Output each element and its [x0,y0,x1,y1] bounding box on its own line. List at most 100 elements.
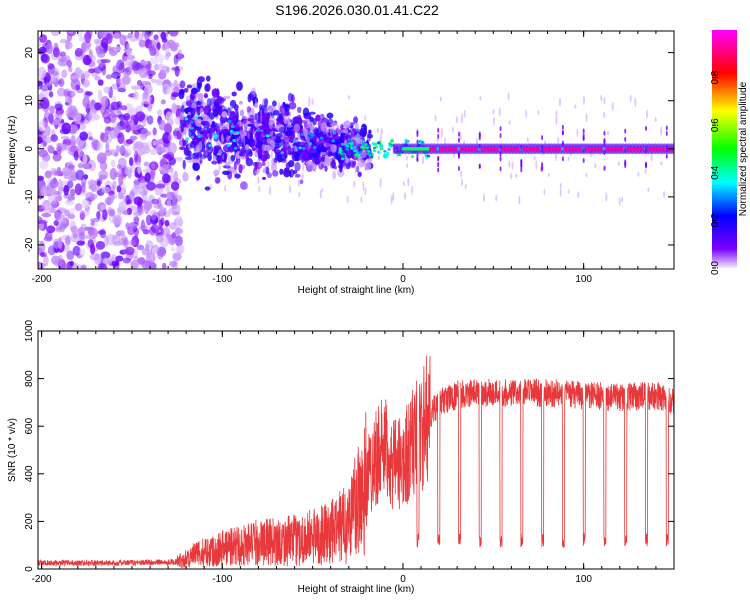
spectrogram-cell [101,97,109,108]
spectrogram-cell [339,133,345,143]
spectrogram-cell [102,208,108,221]
spectrogram-cell [222,170,230,175]
spectrogram-cell [58,79,63,85]
spectrogram-cell [58,78,65,87]
snr-x-tick-label: 0 [400,574,406,585]
spectrogram-cell [192,137,199,147]
spectrogram-cell [183,87,189,93]
spectrogram-cell [127,32,133,39]
spectrogram-cell [457,137,460,143]
spectrogram-cell [520,144,523,150]
spectrogram-cell [151,246,157,255]
spectrogram-cell [355,165,360,173]
spectrogram-cell [57,254,64,267]
spectrogram-cell [113,260,120,269]
spectrogram-cell [104,196,114,205]
spectrogram-cell [48,113,55,124]
spectrogram-cell [207,153,212,162]
spectrogram-cell [230,154,236,162]
spectrogram-cell [294,161,301,172]
spectrogram-cell [311,98,314,106]
spectrogram-cell [618,197,621,206]
spectrogram-cell [160,193,168,198]
spectrogram-cell [66,59,72,68]
spectrogram-cell [267,107,272,112]
spectrogram-cell [621,196,624,203]
spectrogram-cell [105,74,113,80]
colorbar-tick-label: 0.2 [710,213,721,227]
spectrogram-cell [106,126,115,131]
spectrogram-cell [288,159,295,168]
spectrogram-cell [235,163,238,170]
spectrogram-cell [520,167,523,173]
spectrogram-y-label: Frequency (Hz) [7,116,18,185]
spectrogram-cell [179,88,185,95]
spectrogram-cell [177,243,182,256]
spectrogram-cell [250,126,258,132]
spectrogram-cell [518,195,521,205]
spectrogram-cell [141,94,152,105]
spectrogram-cell [58,214,67,225]
spectrogram-cell [312,118,317,126]
spectrogram-cell [654,116,657,122]
spectrogram-cell [355,134,359,138]
spectrogram-cell [319,190,322,199]
spectrogram-cell [57,237,63,249]
spectrogram-cell [104,150,113,157]
spectrogram-cell [226,144,231,148]
spectrogram-cell [212,108,221,113]
spectrogram-cell [155,78,163,86]
spectrogram-cell [320,151,327,156]
spectrogram-cell [100,132,109,143]
spectrogram-cell [57,194,62,202]
spectrogram-cell [38,263,44,268]
spectrogram-cell [280,151,285,155]
spectrogram-cell [116,229,126,237]
spectrogram-cell [79,131,89,141]
spectrogram-cell [45,43,53,55]
spectrogram-cell [270,162,277,173]
snr-y-label: SNR (10 * v/v) [7,418,18,482]
spectrogram-cell [229,129,234,133]
spectrogram-cell [67,180,74,189]
spectrogram-cell [665,153,668,159]
spectrogram-cell [140,83,145,90]
spectrogram-cell [119,144,126,157]
spectrogram-cell [457,165,460,171]
spectrogram-cell [103,116,112,124]
spectrogram-cell [116,59,125,71]
chart-title: S196.2026.030.01.41.C22 [275,2,439,18]
spectrogram-cell [629,94,632,103]
spectrogram-cell [499,144,502,150]
spectrogram-cell [493,116,496,126]
spectrogram-cell [67,213,76,220]
spectrogram-cell [541,165,544,171]
spectrogram-cell [97,263,108,269]
spectrogram-cell [403,191,406,200]
spectrogram-cell [68,105,78,118]
spectrogram-cell [122,257,131,264]
spectrogram-cell [278,139,285,146]
spectrogram-cell [644,125,647,131]
spectrogram-cell [262,114,269,124]
spectrogram-cell [104,107,112,113]
spectrogram-cell [478,143,481,149]
spectrogram-cell [68,65,73,73]
spectrogram-cell [437,162,440,168]
spectrogram-cell [351,161,356,168]
spectrogram-cell [286,124,293,128]
spectrogram-cell [273,109,280,116]
spectrogram-cell [238,100,243,105]
spectrogram-cell [72,245,81,256]
spectrogram-cell [132,62,142,75]
spectrogram-cell [213,169,220,177]
spectrogram-cell [44,136,52,144]
spectrogram-cell [387,148,391,151]
spectrogram-cell [124,149,129,158]
spectrogram-cell [267,161,270,168]
spectrogram-cell [260,130,265,138]
spectrogram-cell [156,249,164,260]
spectrogram-cell [603,130,606,136]
spectrogram-cell [508,160,511,168]
spectrogram-cell [321,154,325,162]
